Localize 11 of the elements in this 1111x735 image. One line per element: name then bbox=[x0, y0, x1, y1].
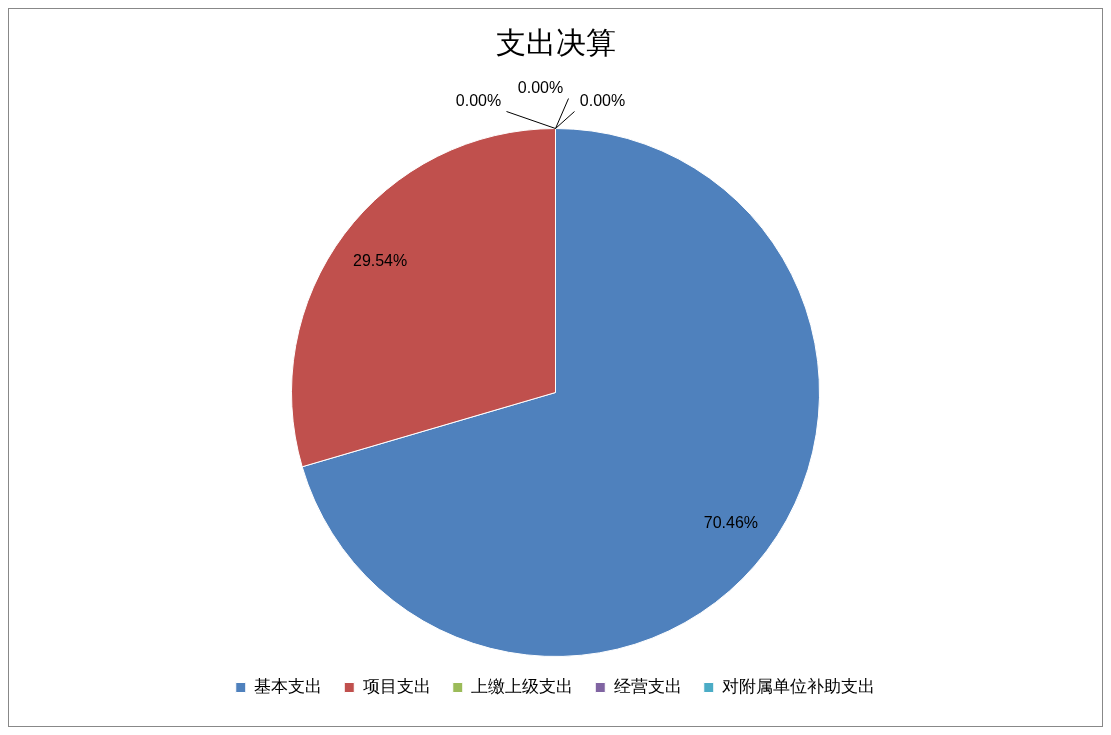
data-label: 29.54% bbox=[352, 251, 408, 269]
text: 0.00% bbox=[455, 91, 502, 109]
chart-title: 支出决算 bbox=[495, 26, 616, 60]
legend-label: 项目支出 bbox=[362, 677, 431, 697]
legend-label: 经营支出 bbox=[613, 677, 682, 697]
legend-label: 上缴上级支出 bbox=[471, 677, 574, 697]
text: 0.00% bbox=[579, 91, 626, 109]
legend-label: 基本支出 bbox=[254, 677, 323, 697]
data-label: 70.46% bbox=[703, 514, 759, 532]
legend-label: 对附属单位补助支出 bbox=[722, 677, 876, 697]
text: 0.00% bbox=[517, 78, 564, 96]
